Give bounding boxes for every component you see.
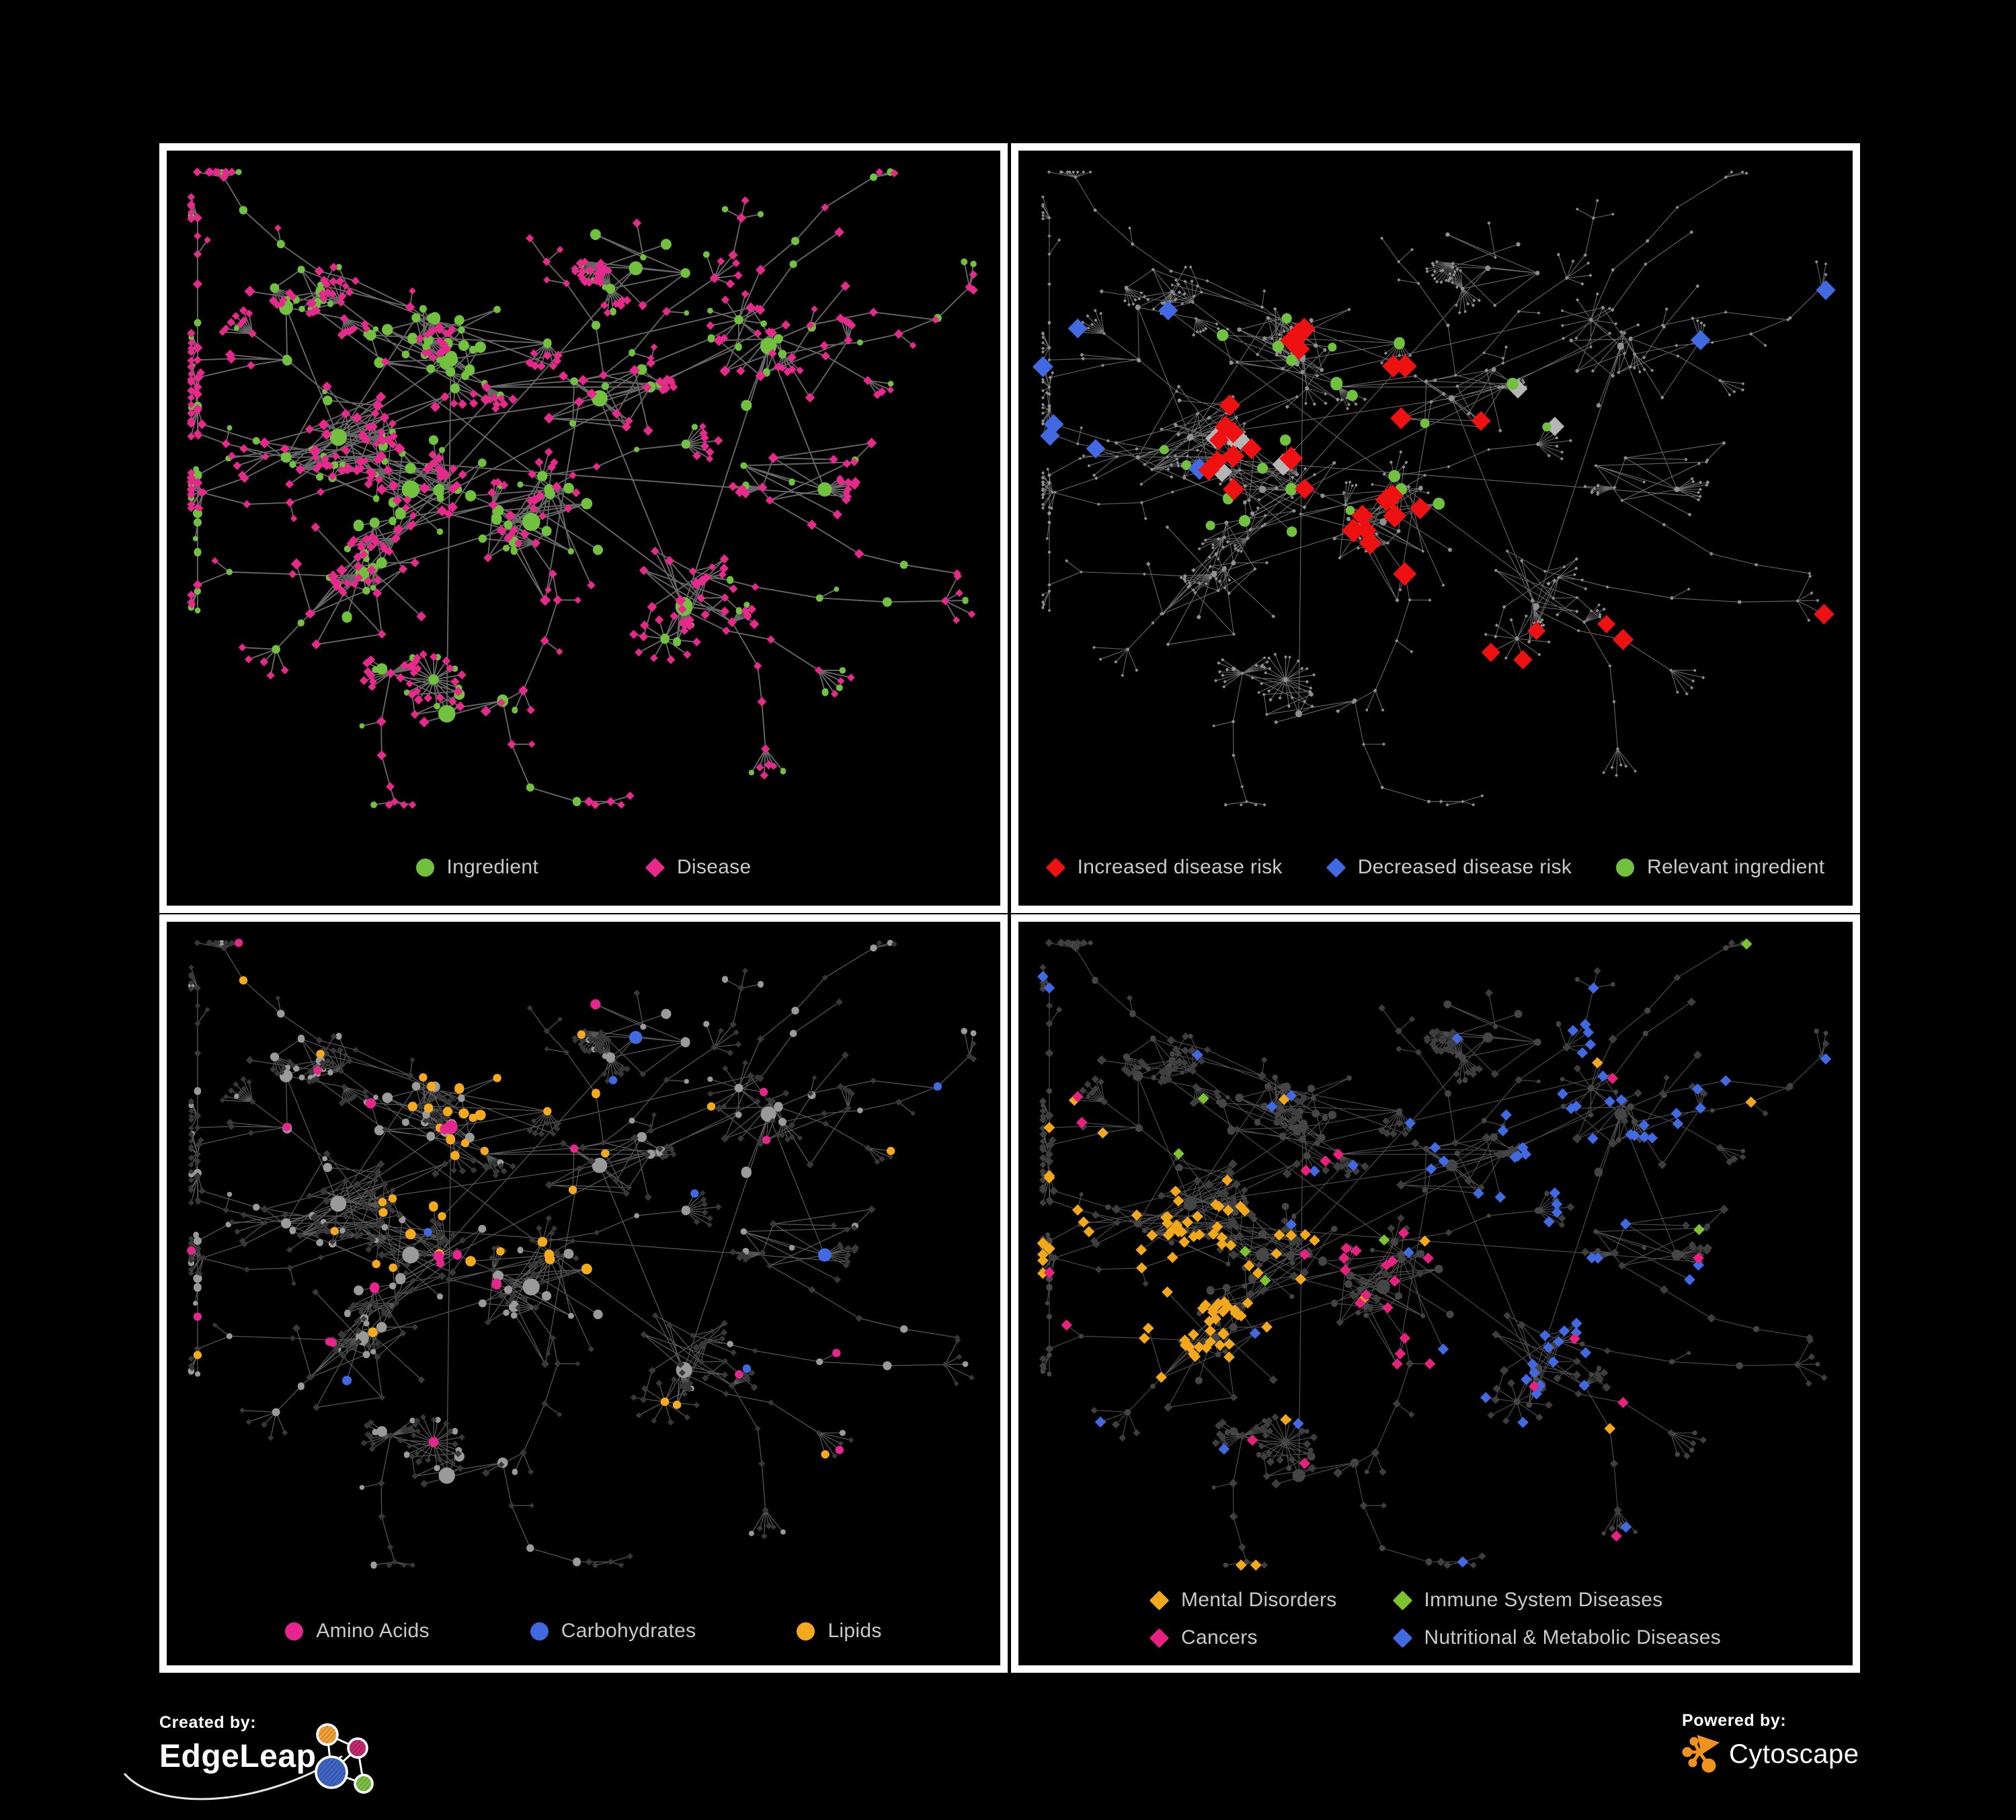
- legend-item-disease: Disease: [645, 856, 752, 879]
- legend-item-amino-acids: Amino Acids: [285, 1620, 429, 1643]
- edgeleap-brand: EdgeLeap: [159, 1739, 317, 1774]
- legend-label: Amino Acids: [316, 1620, 430, 1642]
- legend-bullet-circle-icon: [1616, 858, 1635, 877]
- network-nodes-diamond: [1039, 939, 1830, 1569]
- network-graph: [187, 939, 977, 1569]
- legend-bullet-diamond-icon: [645, 857, 666, 877]
- cytoscape-brand: Cytoscape: [1729, 1739, 1859, 1769]
- legend-bullet-diamond-icon: [1392, 1628, 1412, 1648]
- legend-bullet-diamond-icon: [1392, 1590, 1412, 1610]
- cytoscape-logo-icon: [1682, 1735, 1720, 1773]
- legend: Increased disease risk Decreased disease …: [1028, 856, 1843, 879]
- legend-item-relevant-ingredient: Relevant ingredient: [1616, 856, 1824, 879]
- legend-item-immune-system-diseases: Immune System Diseases: [1392, 1589, 1721, 1612]
- legend-bullet-circle-icon: [415, 858, 434, 877]
- legend-label: Cancers: [1181, 1626, 1258, 1649]
- legend-label: Relevant ingredient: [1647, 856, 1825, 878]
- legend-label: Lipids: [828, 1620, 882, 1642]
- network-nodes-diamond: [186, 167, 978, 809]
- legend: Ingredient Disease: [176, 856, 991, 879]
- edgeleap-swoosh-icon: [123, 1755, 343, 1801]
- network-nodes-circle: [1041, 170, 1827, 807]
- legend: Amino Acids Carbohydrates Lipids: [176, 1620, 991, 1643]
- panel-ingredient-disease: Ingredient Disease: [159, 143, 1008, 913]
- legend-bullet-circle-icon: [285, 1622, 304, 1640]
- legend-bullet-diamond-icon: [1326, 857, 1346, 877]
- legend-label: Nutritional & Metabolic Diseases: [1424, 1626, 1721, 1649]
- legend-bullet-diamond-icon: [1149, 1590, 1170, 1610]
- powered-by-block: Powered by: Cytos: [1682, 1711, 1904, 1798]
- legend-bullet-circle-icon: [530, 1622, 549, 1640]
- network-edges: [190, 942, 974, 1566]
- legend-label: Carbohydrates: [561, 1620, 696, 1642]
- legend-item-decreased-disease-risk: Decreased disease risk: [1326, 856, 1572, 879]
- network-nodes-circle: [188, 939, 977, 1569]
- legend-bullet-diamond-icon: [1149, 1628, 1170, 1648]
- legend-item-carbohydrates: Carbohydrates: [530, 1620, 696, 1643]
- network-graph: [1037, 938, 1832, 1571]
- network-nodes-circle: [1040, 940, 1828, 1568]
- network-graph: [186, 167, 978, 809]
- network-nodes-diamond: [1043, 1072, 1704, 1542]
- legend-label: Disease: [676, 856, 752, 878]
- legend-item-cancers: Cancers: [1149, 1626, 1337, 1649]
- legend-item-mental-disorders: Mental Disorders: [1149, 1589, 1337, 1612]
- network-edges: [1042, 171, 1826, 805]
- panel-nutrient-classes: Amino Acids Carbohydrates Lipids: [159, 914, 1008, 1673]
- legend-label: Ingredient: [446, 856, 538, 878]
- panel-disease-risk: Increased disease risk Decreased disease …: [1011, 143, 1860, 913]
- legend-bullet-circle-icon: [797, 1622, 815, 1640]
- legend-label: Decreased disease risk: [1357, 856, 1572, 878]
- legend-label: Mental Disorders: [1181, 1589, 1337, 1611]
- network-graph: [1032, 170, 1836, 807]
- network-nodes-circle: [188, 168, 977, 809]
- created-by-caption: Created by:: [159, 1713, 257, 1732]
- powered-by-caption: Powered by:: [1682, 1711, 1787, 1730]
- legend: Mental Disorders Immune System Diseases Ca…: [1028, 1589, 1843, 1649]
- legend-item-increased-disease-risk: Increased disease risk: [1045, 856, 1283, 879]
- created-by-block: Created by: EdgeLeap: [123, 1713, 522, 1820]
- legend-item-nutritional-metabolic-diseases: Nutritional & Metabolic Diseases: [1392, 1626, 1721, 1649]
- panel-disease-categories: Mental Disorders Immune System Diseases Ca…: [1011, 914, 1860, 1673]
- legend-label: Immune System Diseases: [1424, 1589, 1663, 1611]
- legend-item-lipids: Lipids: [797, 1620, 881, 1643]
- legend-label: Increased disease risk: [1077, 856, 1283, 878]
- legend-bullet-diamond-icon: [1045, 857, 1065, 877]
- edgeleap-network-logo-icon: [315, 1723, 374, 1794]
- legend-item-ingredient: Ingredient: [415, 856, 538, 879]
